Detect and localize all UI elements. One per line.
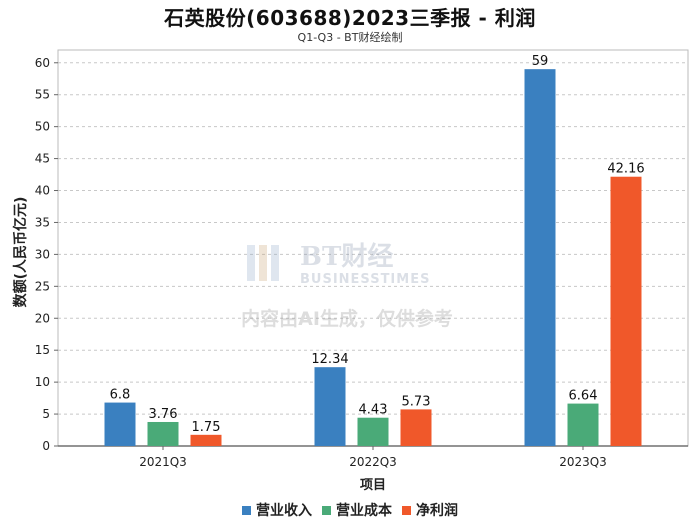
y-tick-label: 30 <box>35 247 50 261</box>
bar-value-label: 6.8 <box>110 388 131 403</box>
watermark-notice: 内容由AI生成，仅供参考 <box>241 307 453 330</box>
bar <box>147 421 179 446</box>
watermark-logo-bar <box>271 245 279 281</box>
x-tick-label: 2021Q3 <box>139 455 187 469</box>
watermark-logo-subtext: BUSINESSTIMES <box>300 272 430 287</box>
y-tick-label: 35 <box>35 215 50 229</box>
bar-value-label: 4.43 <box>359 403 388 418</box>
y-ticks: 0 5 10 15 20 25 30 35 40 45 50 55 60 <box>35 56 58 453</box>
gridlines <box>58 62 688 415</box>
bar <box>190 434 222 446</box>
bar-value-label: 12.34 <box>311 352 348 367</box>
legend-swatch <box>242 505 251 515</box>
bar-value-label: 3.76 <box>149 407 178 422</box>
legend-swatch <box>402 505 411 515</box>
bar-value-label: 5.73 <box>402 394 431 409</box>
legend-item: 营业收入 <box>242 500 312 520</box>
bar <box>314 367 346 446</box>
y-tick-label: 50 <box>35 120 50 134</box>
legend-label: 净利润 <box>416 503 458 519</box>
legend-swatch <box>322 505 331 515</box>
y-tick-label: 10 <box>35 375 50 389</box>
bar <box>567 403 599 446</box>
legend: 营业收入 营业成本 净利润 <box>0 500 700 520</box>
watermark-logo-bar <box>259 245 267 281</box>
y-tick-label: 20 <box>35 311 50 325</box>
chart-subtitle: Q1-Q3 - BT财经绘制 <box>297 31 403 44</box>
y-tick-label: 15 <box>35 343 50 357</box>
y-tick-label: 5 <box>42 407 50 421</box>
y-tick-label: 55 <box>35 88 50 102</box>
bars: 6.8 3.76 1.75 12.34 4.43 5.73 59 6.64 42.16 <box>104 54 645 447</box>
bar <box>400 409 432 446</box>
x-tick-label: 2022Q3 <box>349 455 397 469</box>
bar-value-label: 1.75 <box>192 420 221 435</box>
bar <box>357 417 389 446</box>
y-tick-label: 40 <box>35 184 50 198</box>
y-tick-label: 0 <box>42 439 50 453</box>
x-axis-label: 项目 <box>360 478 386 493</box>
chart-title: 石英股份(603688)2023三季报 - 利润 <box>164 6 536 30</box>
legend-label: 营业收入 <box>256 503 312 519</box>
y-tick-label: 60 <box>35 56 50 70</box>
legend-item: 营业成本 <box>322 500 392 520</box>
bar <box>610 176 642 446</box>
y-axis-label: 数额(人民币亿元) <box>12 197 29 308</box>
legend-label: 营业成本 <box>336 503 392 519</box>
bar <box>524 69 556 447</box>
watermark-logo-text: BT财经 <box>300 241 393 272</box>
x-tick-label: 2023Q3 <box>559 455 607 469</box>
bar-value-label: 59 <box>532 54 549 69</box>
bar-value-label: 42.16 <box>607 162 644 177</box>
legend-item: 净利润 <box>402 500 458 520</box>
x-ticks: 2021Q3 2022Q3 2023Q3 <box>139 446 607 469</box>
bar-value-label: 6.64 <box>569 389 598 404</box>
watermark: BT财经 BUSINESSTIMES 内容由AI生成，仅供参考 <box>241 241 453 330</box>
y-tick-label: 45 <box>35 152 50 166</box>
watermark-logo-bar <box>247 245 255 281</box>
y-tick-label: 25 <box>35 279 50 293</box>
bar <box>104 402 136 446</box>
